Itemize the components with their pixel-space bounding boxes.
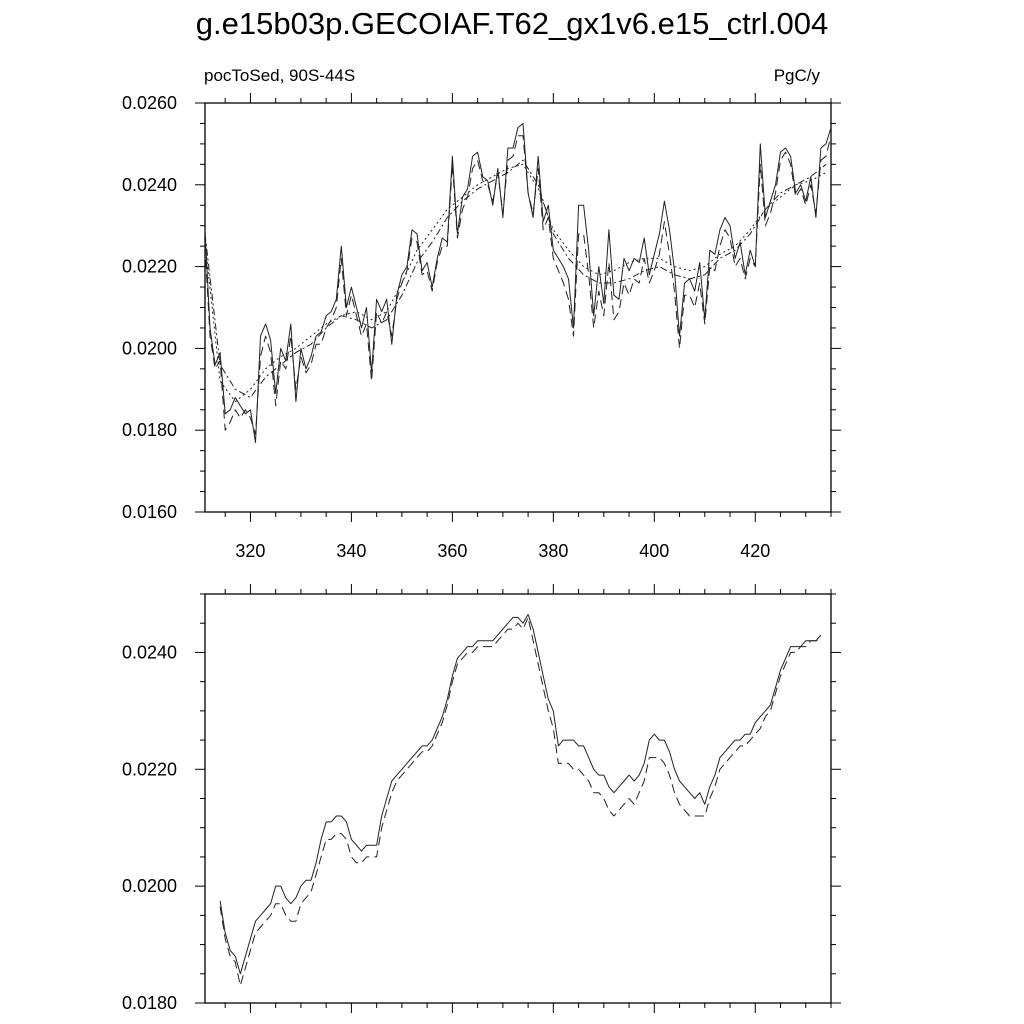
series-line-dashdot	[204, 159, 827, 398]
y-tick-label: 0.0240	[122, 642, 177, 662]
x-tick-label: 420	[740, 541, 770, 561]
x-tick-label: 380	[538, 541, 568, 561]
y-tick-label: 0.0180	[122, 993, 177, 1013]
x-tick-label: 360	[437, 541, 467, 561]
y-tick-label: 0.0180	[122, 420, 177, 440]
y-tick-label: 0.0220	[122, 257, 177, 277]
x-tick-label: 340	[336, 541, 366, 561]
chart-panel-2: 0.0180 0.0200 0.0220 0.0240	[122, 584, 841, 1013]
y-tick-label: 0.0260	[122, 93, 177, 113]
plot-frame	[204, 593, 832, 1004]
chart-panel-1: 320 340 360 380 400 420 0.0160 0.0180 0.0200 0.02…	[122, 93, 841, 561]
page-title: g.e15b03p.GECOIAF.T62_gx1v6.e15_ctrl.004	[195, 6, 829, 41]
x-tick-label: 320	[235, 541, 265, 561]
y-tick-label: 0.0220	[122, 759, 177, 779]
y-tick-label: 0.0240	[122, 175, 177, 195]
left-string: pocToSed, 90S-44S	[204, 66, 356, 85]
y-tick-label: 0.0200	[122, 876, 177, 896]
y-tick-label: 0.0160	[122, 502, 177, 522]
x-tick-label: 400	[639, 541, 669, 561]
series-line-dashed	[219, 616, 821, 986]
right-string: PgC/y	[773, 66, 820, 85]
series-line-solid	[219, 614, 822, 975]
series-line-dashed	[204, 135, 832, 435]
y-tick-label: 0.0200	[122, 338, 177, 358]
series-line-solid	[204, 123, 832, 443]
series-line-dotted	[204, 163, 827, 403]
